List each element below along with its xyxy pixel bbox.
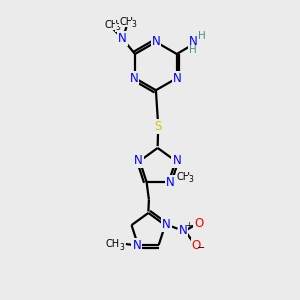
Text: N: N [189, 35, 197, 48]
Text: O: O [194, 218, 203, 230]
Text: CH: CH [120, 16, 134, 27]
Text: N: N [132, 239, 141, 252]
Text: CH: CH [177, 172, 191, 182]
Text: N: N [166, 176, 175, 189]
Text: H: H [198, 31, 206, 41]
Text: 3: 3 [119, 243, 124, 252]
Text: H: H [189, 45, 197, 55]
Text: CH: CH [104, 20, 118, 30]
Text: N: N [179, 224, 188, 237]
Text: CH: CH [105, 239, 119, 249]
Text: O: O [192, 239, 201, 252]
Text: −: − [197, 242, 205, 253]
Text: N: N [172, 154, 181, 167]
Text: N: N [130, 72, 139, 85]
Text: N: N [118, 32, 127, 45]
Text: +: + [185, 221, 192, 230]
Text: 3: 3 [131, 20, 136, 29]
Text: N: N [134, 154, 143, 167]
Text: 3: 3 [116, 23, 120, 32]
Text: S: S [154, 120, 162, 133]
Text: N: N [173, 72, 182, 85]
Text: 3: 3 [188, 175, 193, 184]
Text: N: N [152, 34, 160, 48]
Text: N: N [162, 218, 171, 231]
